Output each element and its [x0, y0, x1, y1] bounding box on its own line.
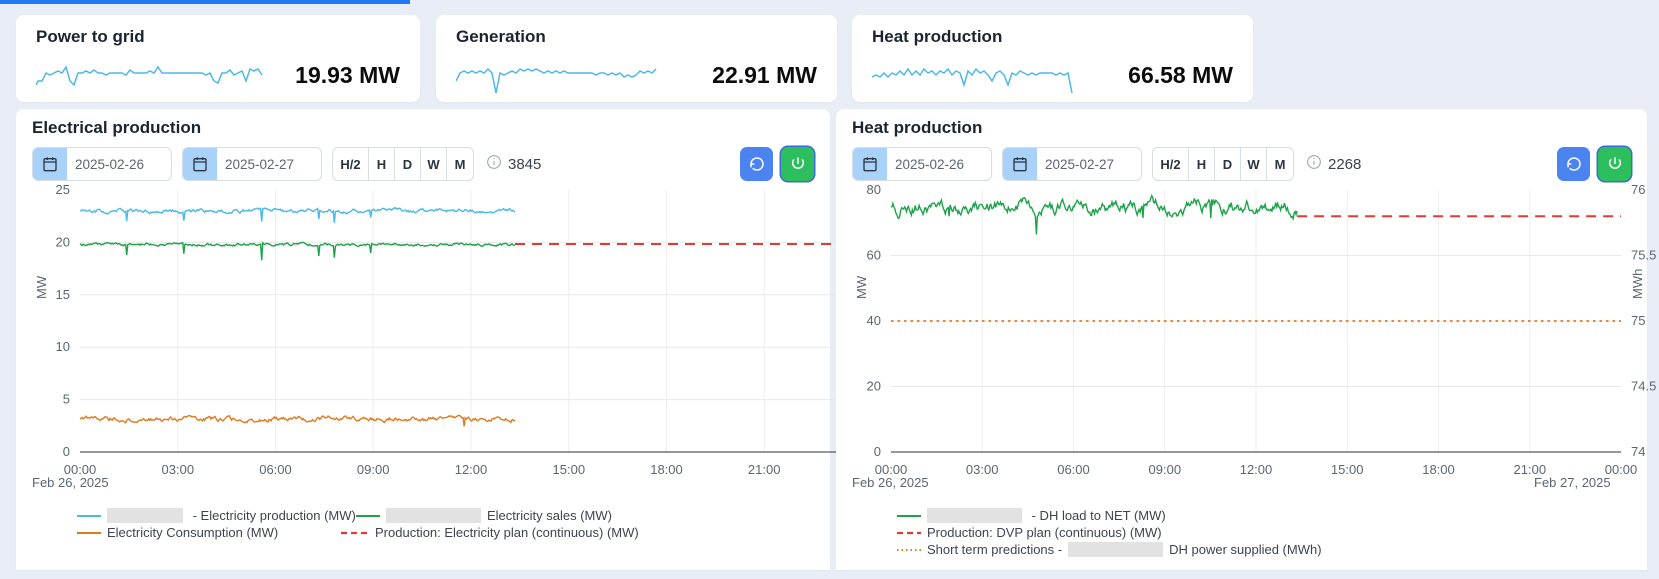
svg-text:00:00: 00:00 — [875, 462, 908, 477]
svg-text:06:00: 06:00 — [259, 462, 292, 477]
svg-text:74.5: 74.5 — [1631, 379, 1656, 394]
svg-text:12:00: 12:00 — [455, 462, 488, 477]
svg-text:76: 76 — [1631, 182, 1645, 197]
svg-text:09:00: 09:00 — [1149, 462, 1182, 477]
svg-text:18:00: 18:00 — [650, 462, 683, 477]
svg-text:03:00: 03:00 — [966, 462, 999, 477]
svg-text:10: 10 — [56, 339, 70, 354]
svg-text:40: 40 — [867, 313, 881, 328]
svg-text:21:00: 21:00 — [748, 462, 781, 477]
svg-text:18:00: 18:00 — [1422, 462, 1455, 477]
svg-text:75.5: 75.5 — [1631, 248, 1656, 263]
svg-text:5: 5 — [63, 392, 70, 407]
svg-text:0: 0 — [63, 444, 70, 459]
svg-text:15:00: 15:00 — [553, 462, 586, 477]
svg-text:20: 20 — [867, 379, 881, 394]
svg-text:60: 60 — [867, 248, 881, 263]
svg-text:25: 25 — [56, 182, 70, 197]
svg-text:20: 20 — [56, 234, 70, 249]
svg-text:06:00: 06:00 — [1057, 462, 1090, 477]
svg-text:12:00: 12:00 — [1240, 462, 1273, 477]
svg-text:75: 75 — [1631, 313, 1645, 328]
svg-text:80: 80 — [867, 182, 881, 197]
svg-text:09:00: 09:00 — [357, 462, 390, 477]
svg-text:00:00: 00:00 — [1605, 462, 1638, 477]
svg-text:15: 15 — [56, 287, 70, 302]
svg-text:00:00: 00:00 — [64, 462, 97, 477]
svg-text:21:00: 21:00 — [1514, 462, 1547, 477]
svg-text:0: 0 — [874, 444, 881, 459]
svg-text:15:00: 15:00 — [1331, 462, 1364, 477]
svg-text:03:00: 03:00 — [162, 462, 195, 477]
svg-text:74: 74 — [1631, 444, 1645, 459]
